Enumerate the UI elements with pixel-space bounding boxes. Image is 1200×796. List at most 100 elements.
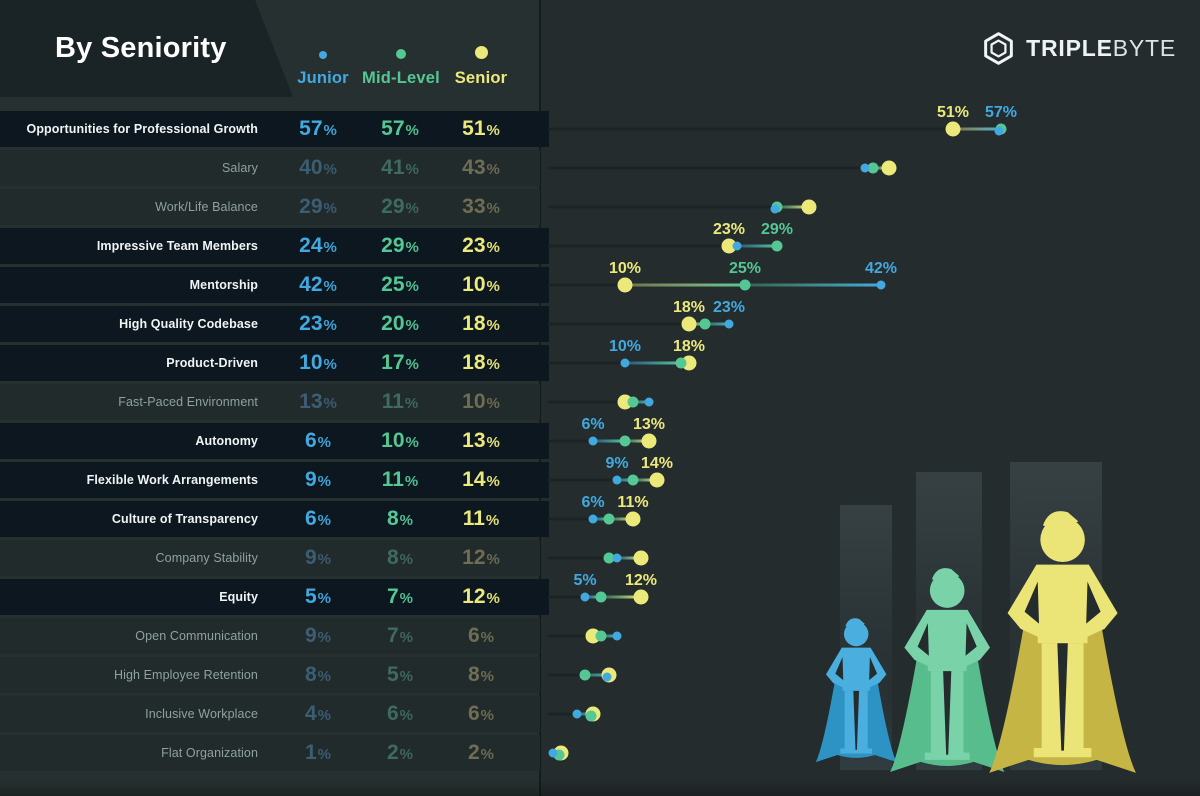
pct-mid: 20% (381, 312, 419, 335)
table-row: Impressive Team Members 24% 29% 23% (0, 228, 549, 264)
table-row: Product-Driven 10% 17% 18% (0, 345, 549, 381)
dot-senior (681, 355, 697, 371)
pct-senior: 6% (467, 624, 495, 647)
table-row: Mentorship 42% 25% 10% (0, 267, 549, 303)
pct-junior: 9% (304, 546, 332, 569)
dot-mid (699, 318, 711, 330)
value-callout: 18% (673, 338, 705, 355)
table-row: Flexible Work Arrangements 9% 11% 14% (0, 462, 549, 498)
value-callout: 42% (865, 260, 897, 277)
dot-senior (681, 316, 697, 332)
pct-junior: 57% (299, 117, 337, 140)
dot-junior (588, 436, 598, 446)
hero-junior-silhouette (815, 618, 897, 763)
legend-item-junior: Junior (278, 46, 368, 88)
row-label: Equity (219, 590, 258, 604)
dot-mid (771, 240, 783, 252)
pct-mid: 8% (386, 507, 414, 530)
pct-senior: 10% (462, 273, 500, 296)
pct-senior: 13% (462, 429, 500, 452)
dot-senior (617, 277, 633, 293)
table-row: High Employee Retention 8% 5% 8% (0, 657, 540, 693)
legend-item-mid-level: Mid-Level (356, 46, 446, 88)
pct-junior: 9% (304, 468, 332, 491)
row-label: Fast-Paced Environment (118, 395, 258, 409)
pct-senior: 6% (467, 702, 495, 725)
pct-mid: 7% (386, 624, 414, 647)
dot-mid (595, 630, 607, 642)
value-callout: 10% (609, 338, 641, 355)
dot-junior (994, 126, 1004, 136)
pct-mid: 6% (386, 702, 414, 725)
row-label: Product-Driven (166, 356, 258, 370)
hero-senior-silhouette (989, 511, 1136, 773)
pct-junior: 9% (304, 624, 332, 647)
pct-junior: 24% (299, 234, 337, 257)
pct-senior: 23% (462, 234, 500, 257)
pct-mid: 25% (381, 273, 419, 296)
legend-label-junior: Junior (297, 69, 349, 87)
table-row: Open Communication 9% 7% 6% (0, 618, 540, 654)
dot-mid (579, 669, 591, 681)
pct-senior: 14% (462, 468, 500, 491)
pct-mid: 17% (381, 351, 419, 374)
dot-mid (739, 279, 751, 291)
pct-senior: 51% (462, 117, 500, 140)
legend-item-senior: Senior (436, 46, 526, 88)
value-callout: 14% (641, 455, 673, 472)
mid-level-dot-icon (396, 49, 406, 59)
dot-senior (633, 589, 649, 605)
pct-mid: 41% (381, 156, 419, 179)
table-chart-divider (539, 0, 541, 796)
pct-junior: 6% (304, 507, 332, 530)
logo-wordmark: TRIPLEBYTE (1026, 35, 1176, 62)
value-callout: 23% (713, 299, 745, 316)
pct-junior: 8% (304, 663, 332, 686)
dot-senior (617, 394, 633, 410)
pct-junior: 29% (299, 195, 337, 218)
dot-senior (633, 550, 649, 566)
row-label: Mentorship (189, 278, 258, 292)
table-row: Work/Life Balance 29% 29% 33% (0, 189, 540, 225)
pct-senior: 12% (462, 546, 500, 569)
dot-junior (620, 358, 630, 368)
pct-mid: 8% (386, 546, 414, 569)
dot-senior (881, 160, 897, 176)
pct-junior: 42% (299, 273, 337, 296)
dot-junior (732, 241, 742, 251)
pct-senior: 10% (462, 390, 500, 413)
row-label: Open Communication (135, 629, 258, 643)
value-callout: 5% (573, 572, 596, 589)
pct-mid: 29% (381, 234, 419, 257)
dot-junior (724, 319, 734, 329)
row-label: Company Stability (155, 551, 258, 565)
value-callout: 12% (625, 572, 657, 589)
pct-junior: 23% (299, 312, 337, 335)
value-callout: 23% (713, 221, 745, 238)
dot-junior (876, 280, 886, 290)
logo-word-byte: BYTE (1112, 35, 1176, 61)
dot-senior (585, 628, 601, 644)
table-row: Flat Organization 1% 2% 2% (0, 735, 540, 771)
dot-mid (595, 591, 607, 603)
pct-junior: 13% (299, 390, 337, 413)
pct-junior: 10% (299, 351, 337, 374)
row-label: High Employee Retention (113, 668, 258, 682)
dot-mid (603, 513, 615, 525)
row-label: Flat Organization (161, 746, 258, 760)
pct-senior: 2% (467, 741, 495, 764)
table-row: High Quality Codebase 23% 20% 18% (0, 306, 549, 342)
dot-senior (801, 199, 817, 215)
dot-junior (580, 592, 590, 602)
dot-mid (627, 396, 639, 408)
pct-mid: 11% (381, 390, 419, 413)
row-label: Inclusive Workplace (145, 707, 258, 721)
dot-junior (548, 748, 558, 758)
logo-word-triple: TRIPLE (1026, 35, 1113, 61)
table-row: Autonomy 6% 10% 13% (0, 423, 549, 459)
dot-mid (867, 162, 879, 174)
pct-mid: 10% (381, 429, 419, 452)
dot-junior (612, 553, 622, 563)
